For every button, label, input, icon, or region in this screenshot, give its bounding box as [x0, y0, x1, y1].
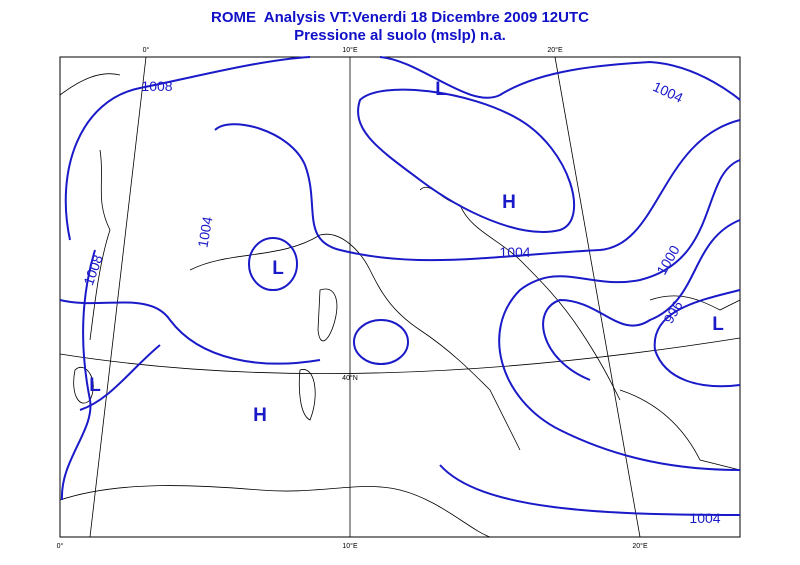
grid-label: 0° [143, 46, 150, 54]
grid-label: 10°E [342, 46, 358, 54]
graticule [59, 56, 741, 538]
pressure-center: L [272, 258, 284, 279]
title: ROME Analysis VT:Venerdi 18 Dicembre 200… [211, 9, 589, 26]
isobar-label: 1004 [689, 510, 720, 526]
pressure-center: H [253, 405, 267, 426]
isobars [59, 56, 741, 516]
coastlines [59, 73, 741, 538]
grid-label: 0° [57, 542, 64, 550]
isobar-label: 1004 [651, 78, 686, 106]
isobar-label: 1008 [80, 252, 106, 287]
grid-label: 20°E [547, 46, 563, 54]
grid-label: 20°E [632, 542, 648, 550]
isobar-label: 1004 [194, 215, 215, 249]
map-frame [59, 56, 741, 538]
subtitle: Pressione al suolo (mslp) n.a. [294, 27, 506, 44]
grid-label: 10°E [342, 542, 358, 550]
isobar-label: 1004 [499, 244, 530, 260]
pressure-center: L [712, 314, 724, 335]
grid-label: 40°N [342, 374, 358, 382]
pressure-center: L [435, 79, 447, 100]
pressure-center: H [502, 192, 516, 213]
isobar-label: 1008 [141, 78, 172, 94]
pressure-center: L [89, 375, 101, 396]
